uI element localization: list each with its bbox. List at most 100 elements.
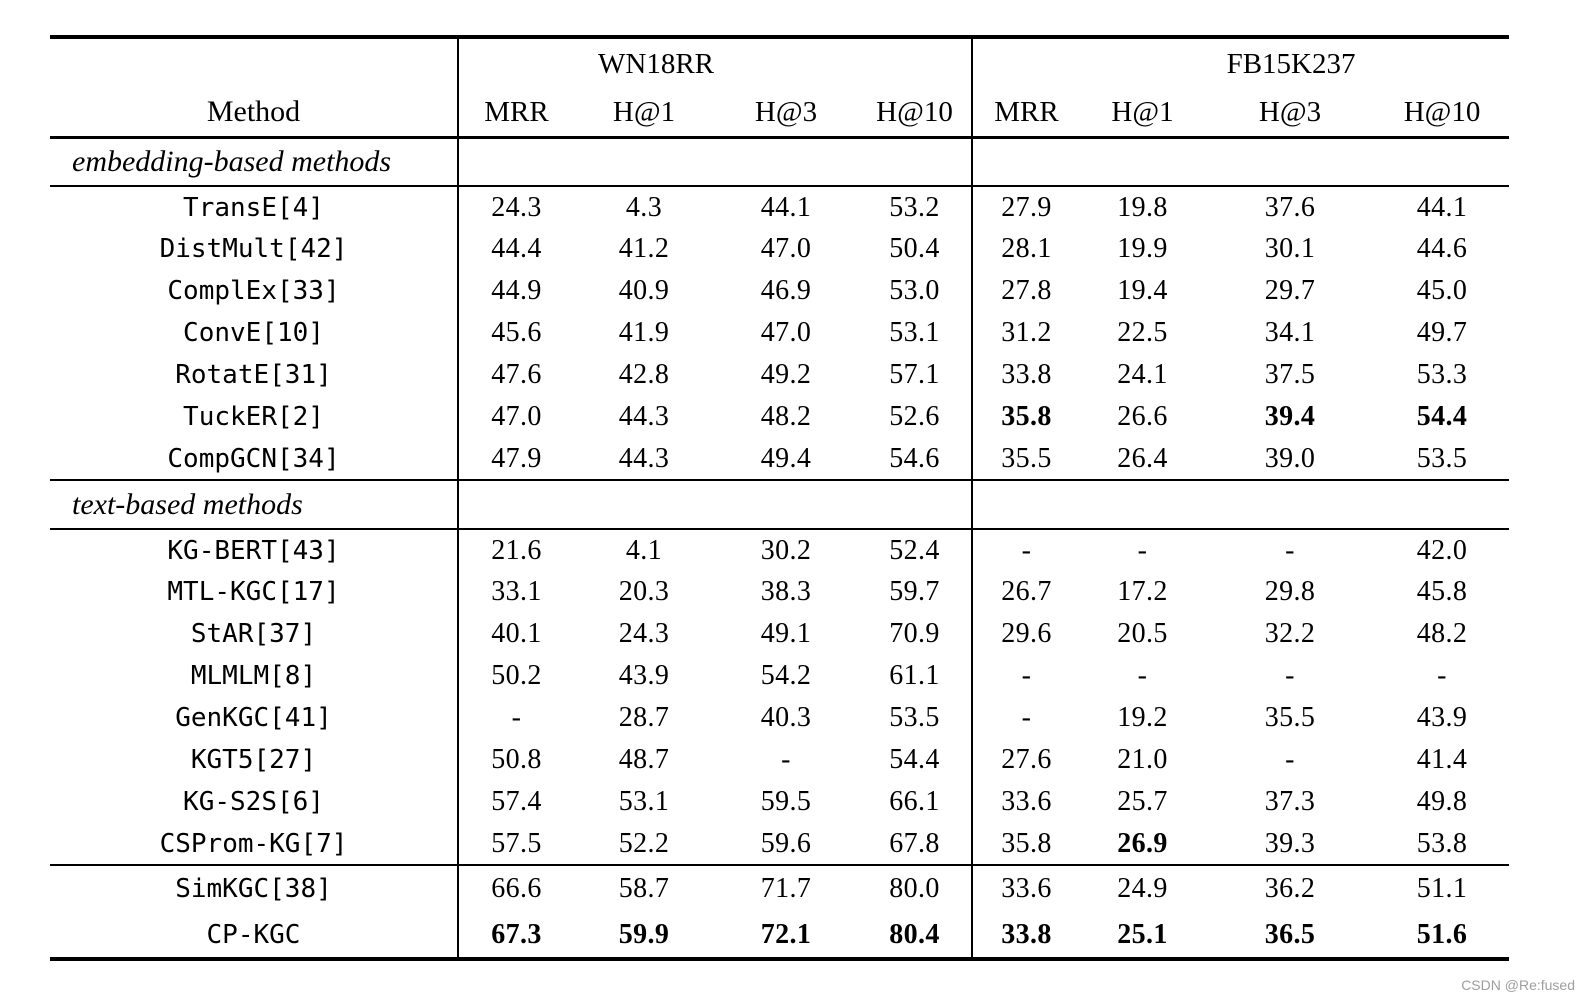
value-cell: 26.4: [1117, 442, 1168, 474]
value-cell: 49.8: [1416, 786, 1468, 817]
value-cell: 54.2: [760, 660, 812, 691]
method-cell: TuckER[2]: [183, 402, 324, 432]
value-cell: 37.6: [1264, 191, 1316, 223]
value-cell: 58.7: [574, 864, 714, 912]
column-header-h10: H@10: [1375, 89, 1510, 139]
value-cell: 32.2: [1264, 618, 1316, 649]
value-cell: 33.8: [971, 912, 1080, 959]
value-cell: 35.8: [971, 396, 1080, 438]
value-cell: 17.2: [1117, 576, 1168, 607]
value-cell: 39.0: [1264, 442, 1316, 474]
value-cell: -: [971, 697, 1080, 739]
value-cell: 41.9: [618, 317, 670, 348]
value-cell: 36.2: [1205, 864, 1375, 912]
method-cell: MTL-KGC[17]: [167, 577, 340, 607]
value-cell: 57.5: [457, 823, 574, 865]
value-cell: 57.4: [457, 781, 574, 823]
dataset-label: FB15K237: [1226, 47, 1356, 80]
value-cell: 19.8: [1117, 191, 1168, 223]
value-cell: 21.6: [457, 529, 574, 571]
value-cell: 47.6: [457, 354, 574, 396]
value-cell: 45.8: [1416, 576, 1468, 607]
value-cell: 40.3: [760, 702, 812, 733]
table-row: DistMult[42] 44.4 41.2 47.0 50.4 28.1 19.9 30.1…: [50, 228, 1509, 270]
value-cell: 38.3: [760, 576, 812, 607]
value-cell: 24.9: [1080, 864, 1205, 912]
value-cell: 25.7: [1117, 786, 1168, 817]
column-header-mrr: MRR: [457, 89, 574, 139]
method-cell: ComplEx[33]: [167, 276, 340, 306]
value-cell: 66.1: [889, 786, 940, 817]
value-cell: 66.6: [457, 864, 574, 912]
value-cell: 33.6: [971, 781, 1080, 823]
value-cell: 61.1: [889, 660, 940, 691]
method-cell: MLMLM[8]: [190, 661, 317, 691]
section-spacer: [970, 136, 1510, 187]
value-cell: 4.3: [625, 191, 663, 223]
value-cell: 59.5: [760, 786, 812, 817]
table-row: TuckER[2] 47.0 44.3 48.2 52.6 35.8 26.6 39.4 54.…: [50, 396, 1509, 438]
table-row: CompGCN[34] 47.9 44.3 49.4 54.6 35.5 26.4 39.0 5…: [50, 438, 1509, 480]
value-cell: -: [1137, 660, 1148, 691]
section-row: embedding-based methods: [50, 136, 1510, 187]
value-cell: 39.4: [1264, 401, 1316, 432]
section-row: text-based methods: [50, 479, 1510, 530]
value-cell: 49.7: [1416, 317, 1468, 348]
value-cell: -: [971, 529, 1080, 571]
value-cell: 53.1: [889, 317, 940, 348]
value-cell: 48.2: [760, 401, 812, 432]
value-cell: 54.4: [889, 744, 940, 775]
value-cell: 67.3: [457, 912, 574, 959]
table-row: CP-KGC 67.3 59.9 72.1 80.4 33.8 25.1 36.5 51.6: [50, 912, 1509, 959]
value-cell: 19.9: [1117, 233, 1168, 264]
method-cell: RotatE[31]: [175, 360, 332, 390]
dataset-header-row: WN18RR FB15K237: [50, 37, 1510, 89]
value-cell: 48.7: [618, 744, 670, 775]
value-cell: 52.4: [889, 534, 940, 566]
value-cell: 21.0: [1117, 744, 1168, 775]
method-cell: ConvE[10]: [183, 318, 324, 348]
value-cell: 27.6: [971, 739, 1080, 781]
value-cell: 50.4: [889, 233, 940, 264]
value-cell: 34.1: [1264, 317, 1316, 348]
value-cell: 40.1: [457, 613, 574, 655]
column-header-h3: H@3: [714, 89, 858, 139]
value-cell: 24.3: [618, 618, 670, 649]
method-cell: KG-S2S[6]: [183, 787, 324, 817]
column-header-mrr: MRR: [971, 89, 1080, 139]
value-cell: 47.0: [760, 317, 812, 348]
value-cell: 24.3: [457, 186, 574, 228]
value-cell: 49.4: [760, 442, 812, 474]
table-row: ComplEx[33] 44.9 40.9 46.9 53.0 27.8 19.4 29.7 4…: [50, 270, 1509, 312]
value-cell: 4.1: [625, 534, 663, 566]
value-cell: -: [457, 697, 574, 739]
results-table-wrap: WN18RR FB15K237 Method MRR H@1 H@3 H@10 …: [50, 35, 1510, 961]
value-cell: 44.1: [760, 191, 812, 223]
section-spacer: [970, 479, 1510, 530]
value-cell: 54.4: [1416, 401, 1468, 432]
section-spacer: [457, 136, 972, 187]
value-cell: 33.6: [971, 864, 1080, 912]
value-cell: 72.1: [760, 918, 812, 950]
value-cell: 52.2: [618, 827, 670, 859]
value-cell: 42.8: [618, 359, 670, 390]
value-cell: 29.7: [1264, 275, 1316, 306]
value-cell: 37.3: [1264, 786, 1316, 817]
method-header-spacer: [50, 37, 458, 89]
value-cell: 29.8: [1264, 576, 1316, 607]
method-cell: CP-KGC: [206, 919, 301, 950]
value-cell: 53.5: [1416, 442, 1468, 474]
value-cell: 44.3: [618, 442, 670, 474]
value-cell: 44.4: [457, 228, 574, 270]
value-cell: 53.5: [889, 702, 940, 733]
value-cell: 53.1: [618, 786, 670, 817]
table-row: KGT5[27] 50.8 48.7 - 54.4 27.6 21.0 - 41.4: [50, 739, 1509, 781]
value-cell: 36.5: [1264, 918, 1316, 950]
value-cell: 35.8: [971, 823, 1080, 865]
table-row: RotatE[31] 47.6 42.8 49.2 57.1 33.8 24.1 37.5 53…: [50, 354, 1509, 396]
value-cell: -: [781, 744, 791, 775]
method-cell: TransE[4]: [183, 192, 324, 223]
table-row: TransE[4] 24.3 4.3 44.1 53.2 27.9 19.8 37.6 44.1: [50, 186, 1509, 228]
value-cell: -: [1137, 534, 1148, 566]
value-cell: 29.6: [971, 613, 1080, 655]
